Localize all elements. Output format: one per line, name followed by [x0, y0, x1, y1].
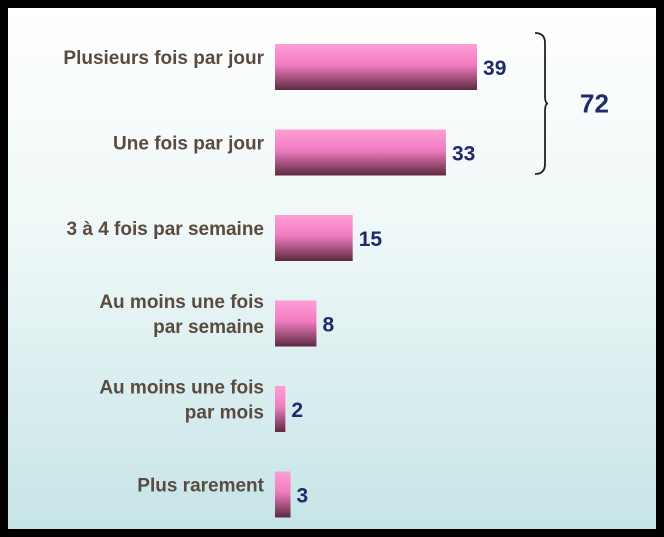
value-label-5: 3 [297, 485, 309, 508]
value-label-2: 15 [359, 228, 383, 251]
total-bracket [534, 32, 549, 175]
bar-chart: Plusieurs fois par jour Une fois par jour… [63, 32, 609, 518]
total-label: 72 [580, 89, 609, 119]
category-label-0: Plusieurs fois par jour [63, 48, 264, 69]
value-label-1: 33 [452, 143, 475, 166]
value-label-3: 8 [322, 314, 334, 337]
bar-3 [275, 300, 317, 347]
chart-panel: Plusieurs fois par jour Une fois par jour… [8, 8, 656, 529]
bar-5 [275, 471, 291, 518]
category-label-4: Au moins une fois par mois [99, 378, 264, 424]
bar-1 [275, 129, 446, 176]
category-label-1: Une fois par jour [113, 134, 265, 155]
bar-2 [275, 215, 353, 261]
value-label-4: 2 [291, 399, 303, 422]
bar-4 [275, 386, 286, 432]
category-label-2: 3 à 4 fois par semaine [67, 219, 265, 240]
value-label-0: 39 [483, 57, 506, 80]
category-label-5: Plus rarement [137, 476, 264, 497]
category-label-3: Au moins une fois par semaine [99, 292, 264, 338]
bar-0 [275, 44, 478, 90]
